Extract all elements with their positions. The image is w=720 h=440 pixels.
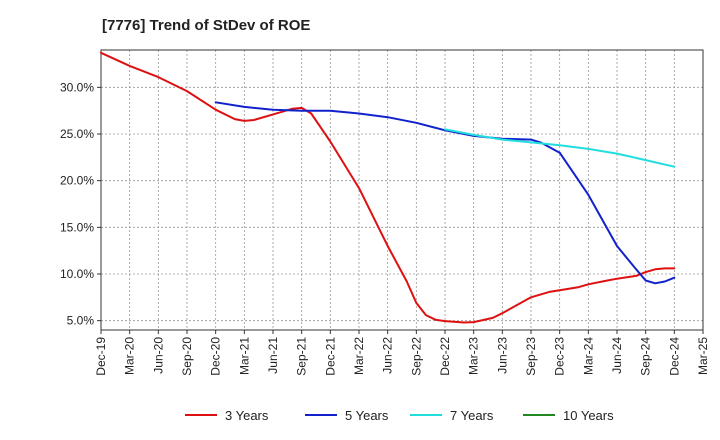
legend-label-3-years: 3 Years [225, 408, 269, 423]
y-tick-label: 15.0% [60, 220, 94, 234]
y-tick-label: 5.0% [67, 314, 95, 328]
x-tick-label: Dec-24 [667, 337, 681, 376]
series-line-7-years [444, 128, 676, 168]
x-tick-label: Jun-21 [266, 337, 280, 374]
x-tick-label: Mar-23 [467, 337, 481, 375]
x-tick-label: Jun-24 [610, 337, 624, 374]
x-tick-label: Jun-20 [151, 337, 165, 374]
x-tick-label: Dec-20 [209, 337, 223, 376]
x-tick-label: Dec-23 [553, 337, 567, 376]
x-tick-label: Sep-23 [524, 337, 538, 376]
y-tick-label: 25.0% [60, 127, 94, 141]
x-tick-label: Mar-20 [123, 337, 137, 375]
x-tick-label: Sep-20 [180, 337, 194, 376]
legend: 3 Years 5 Years 7 Years 10 Years [185, 408, 614, 423]
series-line-3-years [100, 51, 676, 324]
x-tick-label: Sep-24 [639, 337, 653, 376]
series-lines [100, 51, 676, 324]
x-tick-label: Dec-22 [438, 337, 452, 376]
plot-frame [100, 49, 704, 331]
x-tick-label: Dec-21 [323, 337, 337, 376]
x-tick-label: Mar-21 [237, 337, 251, 375]
y-tick-label: 10.0% [60, 267, 94, 281]
x-tick-label: Mar-24 [581, 337, 595, 375]
grid [100, 50, 704, 330]
x-axis: Dec-19 Mar-20 Jun-20 Sep-20 Dec-20 Mar-21 Jun-… [94, 330, 710, 376]
x-tick-label: Mar-25 [696, 337, 710, 375]
y-axis: 5.0% 10.0% 15.0% 20.0% 25.0% 30.0% [60, 80, 101, 328]
x-tick-label: Dec-19 [94, 337, 108, 376]
y-tick-label: 30.0% [60, 80, 94, 94]
chart-title: [7776] Trend of StDev of ROE [102, 17, 310, 34]
legend-label-5-years: 5 Years [345, 408, 389, 423]
legend-label-7-years: 7 Years [450, 408, 494, 423]
x-tick-label: Sep-22 [409, 337, 423, 376]
y-tick-label: 20.0% [60, 174, 94, 188]
x-tick-label: Sep-21 [295, 337, 309, 376]
x-tick-label: Jun-22 [381, 337, 395, 374]
x-tick-label: Jun-23 [495, 337, 509, 374]
legend-label-10-years: 10 Years [563, 408, 614, 423]
x-tick-label: Mar-22 [352, 337, 366, 375]
